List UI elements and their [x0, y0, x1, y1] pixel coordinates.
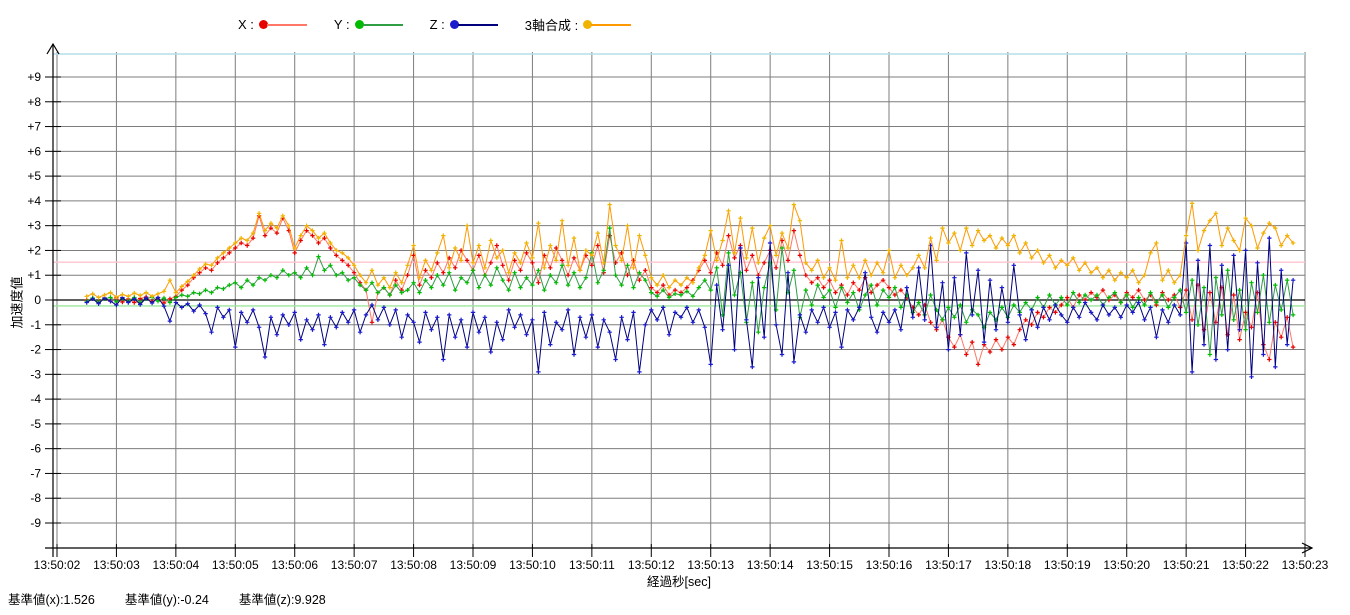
x-tick-label: 13:50:12	[628, 558, 675, 572]
x-tick-label: 13:50:05	[212, 558, 259, 572]
legend-marker-icon	[449, 20, 459, 29]
x-tick-label: 13:50:13	[687, 558, 734, 572]
legend-marker-icon	[354, 20, 364, 29]
y-tick-label: -5	[30, 417, 41, 431]
legend-line-swatch	[457, 23, 498, 26]
x-tick-label: 13:50:21	[1163, 558, 1210, 572]
legend-item-Z: Z :	[430, 17, 498, 32]
legend-marker-icon	[258, 20, 268, 29]
y-tick-label: +3	[27, 219, 41, 233]
series-markers-composite	[84, 201, 1296, 300]
y-tick-label: +9	[27, 70, 41, 84]
y-tick-label: -7	[30, 466, 41, 480]
y-tick-label: 0	[34, 293, 41, 307]
x-tick-label: 13:50:18	[984, 558, 1031, 572]
x-tick-label: 13:50:09	[450, 558, 497, 572]
baseline-y-value: 基準値(y):-0.24	[124, 593, 209, 607]
legend-line-swatch	[266, 23, 307, 26]
y-tick-label: +2	[27, 243, 41, 257]
x-axis-label: 経過秒[sec]	[647, 575, 711, 589]
series-line-X	[86, 213, 1294, 367]
baseline-readouts: 基準値(x):1.526 基準値(y):-0.24 基準値(z):9.928	[8, 589, 326, 608]
y-tick-label: +6	[27, 144, 41, 158]
x-tick-label: 13:50:20	[1103, 558, 1150, 572]
x-tick-label: 13:50:03	[93, 558, 140, 572]
legend-line-swatch	[591, 23, 632, 26]
x-tick-label: 13:50:15	[806, 558, 853, 572]
legend-line-swatch	[362, 23, 403, 26]
y-tick-label: -9	[30, 516, 41, 530]
y-tick-label: -8	[30, 491, 41, 505]
x-tick-label: 13:50:23	[1282, 558, 1329, 572]
chart-legend: X : Y : Z : 3軸合成 :	[238, 15, 632, 34]
x-tick-label: 13:50:10	[509, 558, 556, 572]
series-markers-X	[84, 213, 1296, 367]
legend-label-composite: 3軸合成 :	[524, 18, 579, 33]
x-tick-label: 13:50:16	[866, 558, 913, 572]
y-tick-label: -4	[30, 392, 41, 406]
legend-item-X: X :	[238, 17, 307, 32]
x-tick-label: 13:50:22	[1222, 558, 1269, 572]
legend-item-composite: 3軸合成 :	[524, 15, 632, 34]
series-line-composite	[86, 203, 1294, 299]
legend-label-Z: Z :	[429, 17, 445, 32]
baseline-z-value: 基準値(z):9.928	[238, 593, 326, 607]
y-tick-label: +7	[27, 120, 41, 134]
legend-label-X: X :	[238, 17, 254, 32]
x-tick-label: 13:50:07	[331, 558, 378, 572]
x-tick-label: 13:50:02	[34, 558, 81, 572]
legend-marker-icon	[583, 20, 593, 29]
y-tick-label: -6	[30, 442, 41, 456]
y-tick-label: +4	[27, 194, 41, 208]
x-tick-label: 13:50:14	[747, 558, 794, 572]
x-tick-label: 13:50:19	[1044, 558, 1091, 572]
series-line-Y	[86, 228, 1294, 355]
x-tick-label: 13:50:06	[271, 558, 318, 572]
y-axis-label: 加速度値	[9, 276, 25, 329]
baseline-x-value: 基準値(x):1.526	[8, 593, 95, 607]
x-tick-label: 13:50:17	[925, 558, 972, 572]
legend-label-Y: Y :	[333, 17, 350, 32]
series-line-Z	[86, 238, 1294, 377]
y-tick-label: -2	[30, 343, 41, 357]
x-tick-label: 13:50:08	[390, 558, 437, 572]
x-tick-label: 13:50:11	[569, 558, 615, 572]
legend-item-Y: Y :	[334, 17, 403, 32]
y-axis-arrow	[46, 42, 60, 55]
y-tick-label: -1	[30, 318, 41, 332]
y-tick-label: +8	[27, 95, 41, 109]
y-tick-label: +5	[27, 169, 41, 183]
y-tick-label: +1	[27, 268, 41, 282]
x-tick-label: 13:50:04	[152, 558, 199, 572]
y-tick-label: -3	[30, 367, 41, 381]
series-markers-Y	[84, 225, 1296, 357]
series-markers-Z	[84, 235, 1296, 379]
